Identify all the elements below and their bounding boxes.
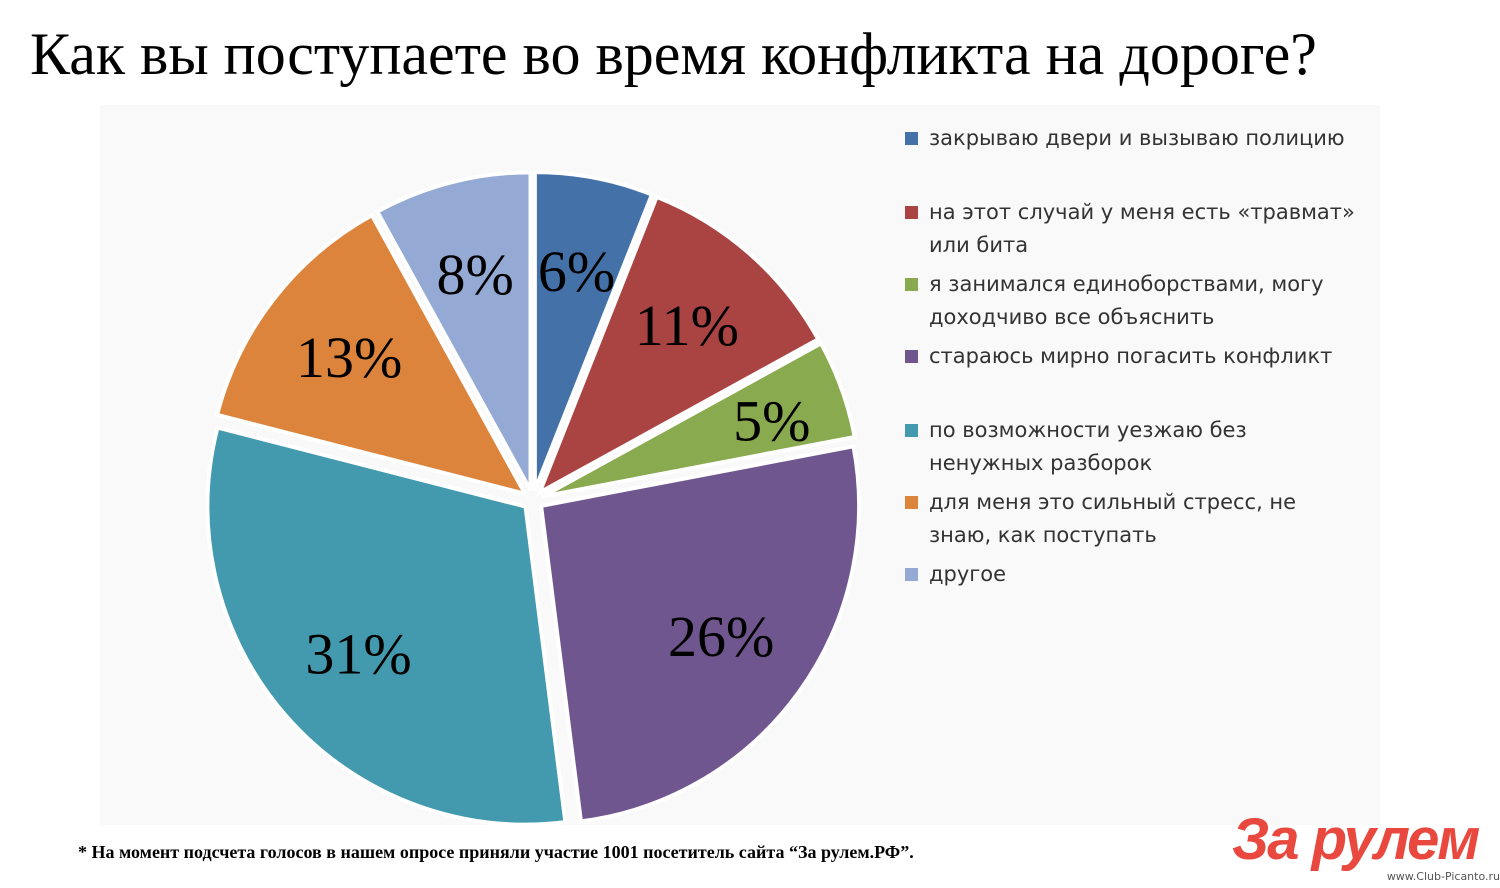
- pie-slice-label-2: 11%: [635, 293, 739, 358]
- pie-slice-label-4: 26%: [668, 604, 774, 669]
- legend-item: закрываю двери и вызываю полицию: [905, 122, 1375, 155]
- legend-item: на этот случай у меня есть «травмат» или…: [905, 196, 1375, 262]
- pie-slice-label-6: 13%: [296, 325, 402, 390]
- legend-swatch: [905, 568, 918, 581]
- legend-label: стараюсь мирно погасить конфликт: [929, 344, 1333, 368]
- pie-slice-1: [532, 170, 655, 491]
- pie-slice-2: [535, 194, 821, 497]
- pie-slice-4: [538, 443, 862, 824]
- legend-swatch: [905, 132, 918, 145]
- legend-item: по возможности уезжаю без ненужных разбо…: [905, 414, 1375, 480]
- pie-slice-3: [541, 340, 858, 499]
- footnote: * На момент подсчета голосов в нашем опр…: [78, 842, 914, 862]
- pie-slice-6: [214, 212, 530, 497]
- legend-label: я занимался единоборствами, могу доходчи…: [929, 272, 1324, 329]
- legend-label: для меня это сильный стресс, не знаю, ка…: [929, 490, 1297, 547]
- pie-slice-label-1: 6%: [538, 239, 615, 304]
- legend-swatch: [905, 424, 918, 437]
- legend-label: другое: [929, 562, 1007, 586]
- za-rulem-logo: За рулем: [1232, 807, 1480, 872]
- legend-item: стараюсь мирно погасить конфликт: [905, 340, 1375, 373]
- pie-slice-label-3: 5%: [733, 389, 810, 454]
- legend-label: закрываю двери и вызываю полицию: [929, 126, 1345, 150]
- watermark: www.Club-Picanto.ru: [1386, 870, 1500, 883]
- legend-swatch: [905, 278, 918, 291]
- legend-item: я занимался единоборствами, могу доходчи…: [905, 268, 1375, 334]
- legend-swatch: [905, 206, 918, 219]
- pie-slice-7: [374, 170, 533, 492]
- pie-slice-label-5: 31%: [305, 621, 411, 686]
- legend-item: для меня это сильный стресс, не знаю, ка…: [905, 486, 1375, 552]
- legend-swatch: [905, 350, 918, 363]
- legend-item: другое: [905, 558, 1375, 591]
- legend-label: по возможности уезжаю без ненужных разбо…: [929, 418, 1247, 475]
- legend-label: на этот случай у меня есть «травмат» или…: [929, 200, 1355, 257]
- legend-swatch: [905, 496, 918, 509]
- pie-slice-5: [205, 425, 568, 827]
- pie-slice-label-7: 8%: [436, 242, 513, 307]
- chart-title: Как вы поступаете во время конфликта на …: [30, 21, 1317, 87]
